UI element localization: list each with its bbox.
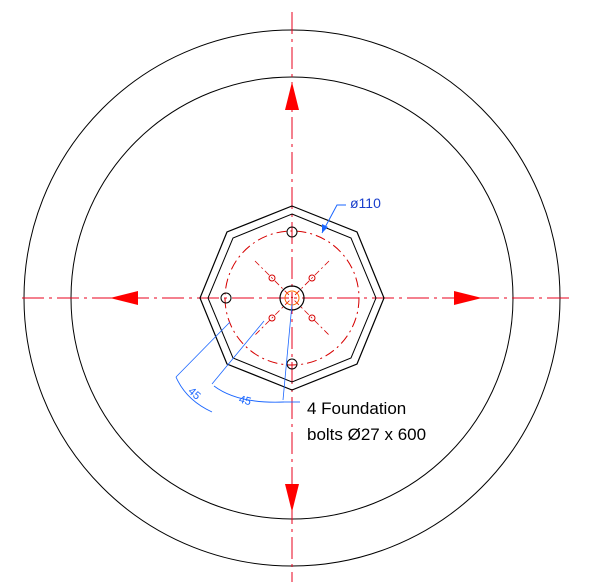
bolt-marker-nw [268, 274, 276, 282]
diameter-leader [321, 204, 346, 234]
bolt-circle [224, 230, 360, 366]
bolt-hole-top [286, 226, 298, 238]
arrow-down [285, 484, 299, 512]
bolt-marker-sw [268, 314, 276, 322]
bolt-hole-bottom [286, 358, 298, 370]
octagon-plate-outer [199, 205, 385, 391]
octagon-plate-inner [207, 213, 377, 383]
dim-arc-1 [175, 376, 213, 413]
diagonal-centerline-2 [254, 260, 330, 336]
diameter-label: ø110 [350, 195, 381, 211]
dim-arc-2 [213, 385, 285, 403]
bolt-marker-ne [308, 274, 316, 282]
bolt-hole-left [220, 292, 232, 304]
diameter-leader-arrow [322, 224, 328, 233]
angle-label-1: 45 [186, 385, 203, 402]
arrow-right [454, 291, 482, 305]
angle-label-2: 45 [237, 393, 252, 408]
dim-extension-3 [282, 303, 293, 401]
bolt-marker-se [308, 314, 316, 322]
note-line-2: bolts Ø27 x 600 [307, 425, 426, 444]
dim-extension-1 [175, 321, 231, 378]
note-line-1: 4 Foundation [307, 399, 406, 418]
dim-extension-2 [211, 320, 265, 385]
arrow-left [110, 291, 138, 305]
center-pipe-outer [279, 285, 305, 311]
arrow-up [285, 82, 299, 110]
